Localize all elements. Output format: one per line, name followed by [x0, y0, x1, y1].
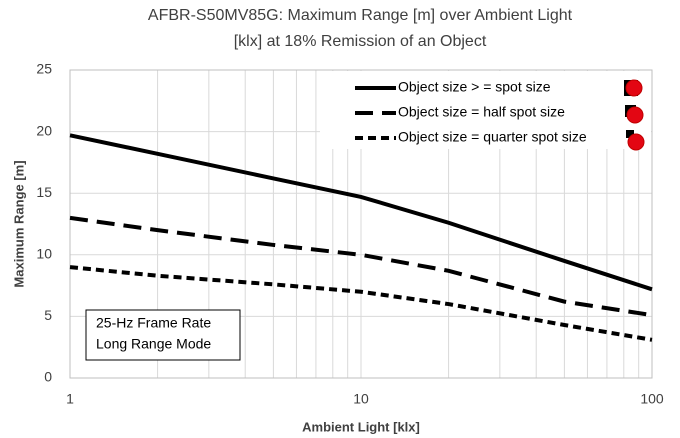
- y-tick-label: 0: [44, 369, 52, 385]
- legend-marker-dot: [626, 106, 644, 124]
- chart-title: [klx] at 18% Remission of an Object: [234, 33, 487, 50]
- legend-marker-dot: [625, 79, 643, 97]
- chart-title: AFBR-S50MV85G: Maximum Range [m] over Am…: [148, 7, 573, 24]
- x-tick-label: 100: [640, 391, 664, 407]
- y-tick-label: 25: [36, 61, 52, 77]
- legend-label: Object size = quarter spot size: [398, 129, 587, 145]
- legend-marker-square: [626, 130, 634, 138]
- series-line: [69, 265, 653, 342]
- legend-label: Object size > = spot size: [398, 79, 551, 95]
- y-tick-label: 10: [36, 246, 52, 262]
- series-line: [69, 133, 653, 292]
- series-line: [69, 215, 653, 318]
- annotation: Long Range Mode: [96, 336, 211, 352]
- legend-marker-dot: [627, 133, 645, 151]
- annotation-box: [85, 309, 241, 361]
- y-tick-label: 15: [36, 184, 52, 200]
- x-tick-label: 1: [66, 391, 74, 407]
- annotation: 25-Hz Frame Rate: [96, 315, 211, 331]
- y-tick-label: 5: [44, 307, 52, 323]
- x-axis-label: Ambient Light [klx]: [302, 419, 420, 434]
- legend-label: Object size = half spot size: [398, 104, 565, 120]
- y-axis-label: Maximum Range [m]: [11, 160, 26, 287]
- x-tick-label: 10: [353, 391, 369, 407]
- legend: Object size > = spot size Object size = h…: [320, 71, 651, 151]
- y-tick-label: 20: [36, 122, 52, 138]
- plot-frame: [69, 69, 653, 379]
